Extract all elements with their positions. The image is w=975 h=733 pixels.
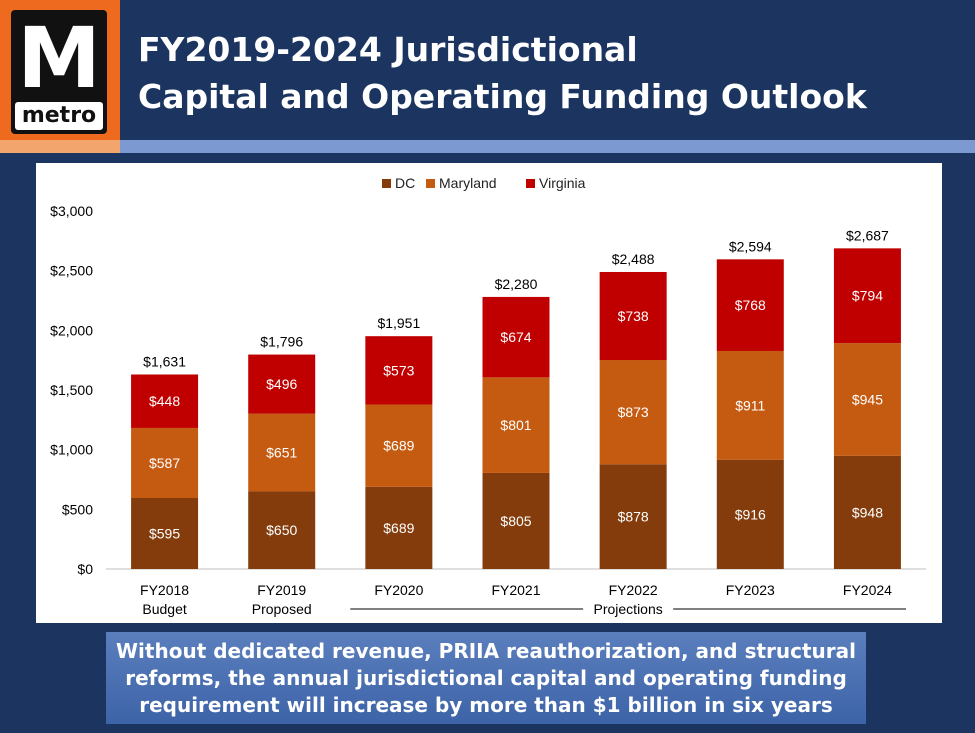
total-label: $1,951	[377, 315, 420, 331]
bar-label-virginia: $573	[383, 362, 414, 378]
y-tick-label: $500	[62, 501, 93, 517]
metro-logo: M metro	[0, 0, 120, 140]
header-stripe	[0, 140, 975, 153]
x-tick-label: FY2021	[491, 582, 540, 598]
y-tick-label: $2,000	[50, 322, 93, 338]
x-tick-label: FY2019	[257, 582, 306, 598]
bar-label-maryland: $911	[735, 397, 765, 413]
header: M metro FY2019-2024 Jurisdictional Capit…	[0, 0, 975, 140]
bar-maryland-2	[365, 404, 433, 487]
legend-swatch-virginia	[526, 179, 535, 188]
bar-maryland-5	[716, 350, 784, 460]
y-tick-label: $0	[77, 561, 93, 577]
bar-virginia-5	[716, 259, 784, 351]
x-tick-label: Proposed	[252, 601, 312, 617]
legend-swatch-dc	[382, 179, 391, 188]
bar-label-virginia: $448	[149, 393, 180, 409]
bar-label-dc: $595	[149, 525, 180, 541]
metro-logo-word: metro	[15, 102, 103, 130]
total-label: $1,796	[260, 334, 303, 350]
chart-panel: $0 $500 $1,000 $1,500 $2,000 $2,500 $3,000 $595…	[36, 163, 942, 623]
bar-dc-2	[365, 486, 433, 569]
bar-label-maryland: $651	[266, 445, 297, 461]
metro-logo-letter: M	[17, 9, 101, 107]
bar-maryland-1	[248, 413, 316, 492]
x-tick-label: FY2018	[140, 582, 189, 598]
bar-label-maryland: $801	[500, 417, 531, 433]
footer-message-box: Without dedicated revenue, PRIIA reautho…	[106, 632, 866, 724]
bar-dc-6	[833, 455, 901, 569]
bar-label-virginia: $674	[500, 329, 531, 345]
bar-label-dc: $916	[735, 506, 766, 522]
y-tick-label: $2,500	[50, 263, 93, 279]
page-title: FY2019-2024 Jurisdictional Capital and O…	[138, 26, 968, 120]
bar-virginia-3	[482, 296, 550, 378]
y-tick-label: $1,500	[50, 382, 93, 398]
bar-label-virginia: $794	[852, 288, 883, 304]
bar-label-virginia: $768	[735, 297, 766, 313]
legend-swatch-maryland	[426, 179, 435, 188]
metro-logo-badge: M metro	[11, 10, 107, 134]
bar-label-maryland: $689	[383, 438, 414, 454]
total-label: $2,280	[495, 276, 538, 292]
bar-label-maryland: $945	[852, 391, 883, 407]
bar-label-dc: $650	[266, 522, 297, 538]
x-tick-label: FY2024	[843, 582, 892, 598]
bar-dc-5	[716, 459, 784, 569]
title-line-2: Capital and Operating Funding Outlook	[138, 77, 867, 116]
legend-label-maryland: Maryland	[439, 175, 497, 191]
bar-label-dc: $948	[852, 504, 883, 520]
x-tick-label: FY2020	[374, 582, 423, 598]
bar-label-dc: $805	[500, 513, 531, 529]
bar-dc-3	[482, 472, 550, 569]
total-label: $2,687	[846, 227, 889, 243]
x-tick-label: Budget	[142, 601, 186, 617]
bar-label-dc: $689	[383, 520, 414, 536]
bar-dc-0	[131, 497, 199, 569]
bar-maryland-3	[482, 377, 550, 473]
bar-dc-4	[599, 464, 667, 569]
bar-label-dc: $878	[618, 509, 649, 525]
bar-maryland-0	[131, 427, 199, 498]
title-line-1: FY2019-2024 Jurisdictional	[138, 30, 638, 69]
header-stripe-accent	[0, 140, 120, 153]
bar-virginia-0	[131, 374, 199, 428]
bar-label-maryland: $587	[149, 455, 180, 471]
y-tick-label: $1,000	[50, 442, 93, 458]
bar-virginia-1	[248, 354, 316, 414]
legend-label-dc: DC	[395, 175, 415, 191]
bar-dc-1	[248, 491, 316, 569]
bar-virginia-4	[599, 271, 667, 361]
legend-label-virginia: Virginia	[539, 175, 586, 191]
bar-maryland-4	[599, 360, 667, 465]
y-tick-label: $3,000	[50, 203, 93, 219]
bar-virginia-2	[365, 336, 433, 405]
total-label: $1,631	[143, 353, 186, 369]
projections-label: Projections	[594, 601, 663, 617]
bar-label-maryland: $873	[618, 404, 649, 420]
x-tick-label: FY2023	[726, 582, 775, 598]
bar-label-virginia: $738	[618, 308, 649, 324]
bar-maryland-6	[833, 343, 901, 456]
total-label: $2,488	[612, 251, 655, 267]
footer-message: Without dedicated revenue, PRIIA reautho…	[116, 638, 856, 717]
stacked-bar-chart: $0 $500 $1,000 $1,500 $2,000 $2,500 $3,000 $595…	[50, 175, 926, 617]
total-label: $2,594	[729, 238, 772, 254]
bar-label-virginia: $496	[266, 376, 297, 392]
bar-virginia-6	[833, 248, 901, 344]
x-tick-label: FY2022	[609, 582, 658, 598]
